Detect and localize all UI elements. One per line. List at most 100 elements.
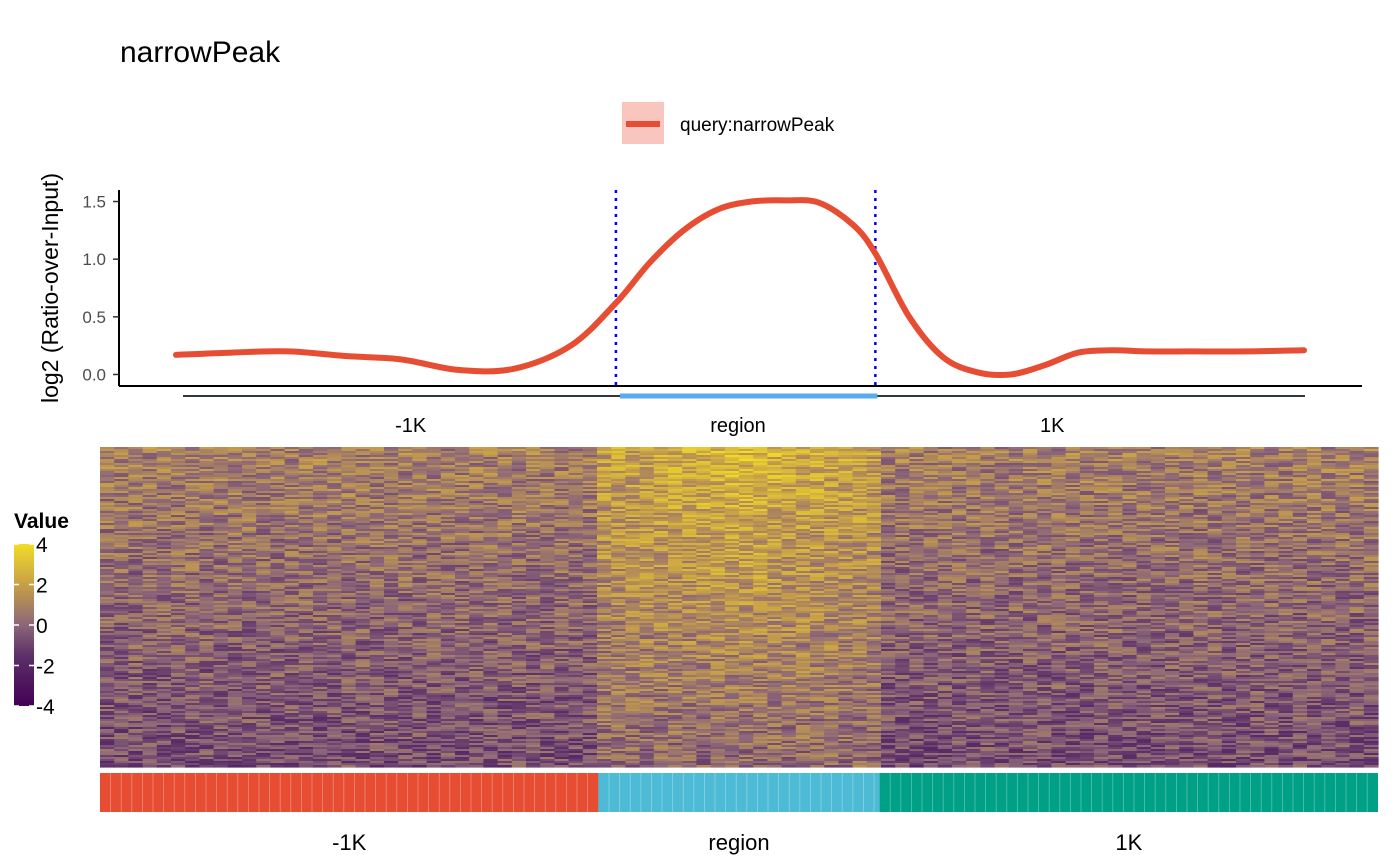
heatmap-cell [1292,475,1308,478]
heatmap-cell [1193,479,1209,482]
heatmap-cell [1065,453,1081,456]
heatmap-cell [568,479,584,482]
heatmap-cell [497,457,513,460]
heatmap-cell [866,489,882,492]
heatmap-cell [1108,495,1123,498]
heatmap-cell [597,481,612,484]
y-ticks: 0.00.51.01.5 [82,193,119,384]
heatmap-cell [838,467,854,470]
heatmap-cell [895,475,910,478]
heatmap-cell [270,461,286,464]
heatmap-cell [1094,451,1109,454]
heatmap-cell [483,471,499,474]
heatmap-cell [625,467,641,470]
heatmap-cell [980,459,996,462]
heatmap-cell [1335,477,1351,480]
heatmap-cell [455,467,470,470]
heatmap-cell [824,479,839,482]
heatmap-cell [1292,491,1308,494]
heatmap-cell [895,473,910,476]
heatmap-cell [767,459,783,462]
heatmap-cell [1292,497,1308,500]
heatmap-cell [937,447,953,450]
heatmap-cell [313,493,328,496]
heatmap-cell [881,461,896,464]
heatmap-cell [724,477,740,480]
heatmap-cell [142,487,158,490]
heatmap-cell [653,481,669,484]
heatmap-cell [284,495,300,498]
heatmap-cell [1193,481,1209,484]
heatmap-cell [1236,449,1251,452]
heatmap-cell [682,477,697,480]
heatmap-cell [1079,493,1095,496]
heatmap-cell [710,481,726,484]
heatmap-cell [639,485,655,488]
heatmap-cell [1363,455,1379,458]
heatmap-cell [1250,447,1265,450]
heatmap-cell [838,493,854,496]
heatmap-cell [100,463,115,466]
heatmap-cell [795,447,811,450]
heatmap-cell [1008,459,1024,462]
heatmap-cell [1236,479,1251,482]
heatmap-cell [866,477,882,480]
heatmap-cell [810,491,825,494]
heatmap-cell [767,471,783,474]
heatmap-cell [1207,473,1223,476]
heatmap-cell [1193,493,1209,496]
heatmap-cell [256,481,271,484]
heatmap-cell [511,499,527,502]
heatmap-cell [327,455,342,458]
heatmap-cell [213,457,229,460]
heatmap-cell [526,449,541,452]
heatmap-cell [1335,497,1351,500]
heatmap-cell [625,501,641,504]
heatmap-cell [1094,471,1109,474]
heatmap-cell [526,459,541,462]
heatmap-cell [1335,475,1351,478]
heatmap-cell [639,489,655,492]
heatmap-cell [313,457,328,460]
heatmap-cell [1335,473,1351,476]
heatmap-cell [355,467,371,470]
heatmap-cell [213,491,229,494]
heatmap-cell [171,457,186,460]
heatmap-cell [469,449,484,452]
heatmap-cell [1079,469,1095,472]
heatmap-cell [625,477,641,480]
heatmap-cell [171,471,186,474]
heatmap-cell [469,475,484,478]
heatmap-cell [369,503,385,506]
heatmap-cell [483,485,499,488]
heatmap-cell [142,463,158,466]
heatmap-cell [568,487,584,490]
heatmap-cell [1349,451,1365,454]
heatmap-cell [199,491,215,494]
heatmap-cell [852,475,868,478]
heatmap-cell [923,497,939,500]
heatmap-cell [781,451,797,454]
heatmap-cell [440,449,456,452]
heatmap-cell [256,477,271,480]
heatmap-cell [298,479,314,482]
heatmap-cell [526,499,541,502]
heatmap-cell [1307,485,1322,488]
heatmap-cell [1023,453,1038,456]
heatmap-cell [440,451,456,454]
heatmap-cell [781,499,797,502]
heatmap-cell [980,481,996,484]
heatmap-cell [455,447,470,450]
heatmap-cell [242,499,257,502]
heatmap-cell [909,475,925,478]
heatmap-cell [568,491,584,494]
heatmap-cell [724,451,740,454]
heatmap-cell [795,501,811,504]
heatmap-cell [1008,481,1024,484]
heatmap-cell [199,497,215,500]
heatmap-cell [1307,475,1322,478]
heatmap-cell [100,479,115,482]
heatmap-cell [511,473,527,476]
heatmap-cell [497,479,513,482]
heatmap-cell [171,463,186,466]
